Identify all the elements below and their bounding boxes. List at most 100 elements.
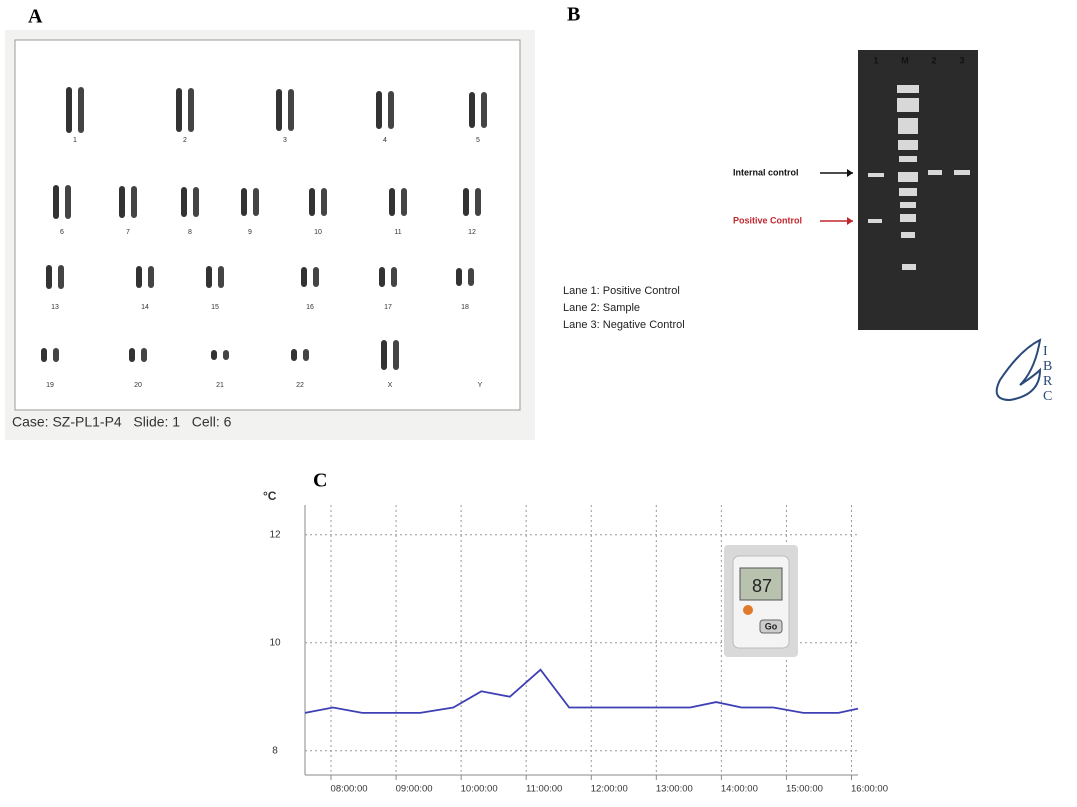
chromosome-label: Y <box>478 382 483 389</box>
chromosome-label: 17 <box>384 304 392 311</box>
chromosome <box>401 188 407 216</box>
chromosome <box>276 89 282 131</box>
chromosome <box>469 92 475 128</box>
y-tick-label: 10 <box>269 637 281 648</box>
chromosome <box>131 186 137 218</box>
lane-label: 3 <box>959 55 964 65</box>
chromosome <box>129 348 135 362</box>
chromosome-label: 14 <box>141 304 149 311</box>
arrow-head <box>847 217 853 225</box>
y-axis-label: °C <box>263 489 277 503</box>
panel-label: A <box>28 6 43 28</box>
figure: A 12345678910111213141516171819202122XY … <box>0 0 1077 807</box>
chromosome-label: 22 <box>296 382 304 389</box>
chromosome-label: 11 <box>394 229 401 236</box>
chromosome-label: 19 <box>46 382 54 389</box>
chromosome <box>181 187 187 217</box>
chromosome-label: 15 <box>211 304 219 311</box>
chromosome-label: 21 <box>216 382 224 389</box>
chromosome <box>241 188 247 216</box>
chromosome <box>176 88 182 132</box>
chromosome <box>381 340 387 370</box>
chromosome <box>288 89 294 131</box>
chromosome <box>376 91 382 129</box>
chromosome <box>65 185 71 219</box>
chromosome <box>379 267 385 287</box>
chromosome <box>321 188 327 216</box>
chromosome <box>303 349 309 361</box>
logo-letter: R <box>1043 374 1053 389</box>
panel-label: C <box>313 470 327 492</box>
chromosome <box>391 267 397 287</box>
chromosome <box>188 88 194 132</box>
legend-line: Lane 2: Sample <box>563 302 640 314</box>
x-tick-label: 08:00:00 <box>331 784 368 795</box>
chromosome-label: 6 <box>60 229 64 236</box>
karyotype-caption: Case: SZ-PL1-P4 Slide: 1 Cell: 6 <box>12 414 232 430</box>
chromosome <box>53 348 59 362</box>
chromosome <box>53 185 59 219</box>
chromosome-label: 20 <box>134 382 142 389</box>
chromosome-label: 2 <box>183 137 187 144</box>
x-tick-label: 14:00:00 <box>721 784 758 795</box>
logo-letter: I <box>1043 344 1048 359</box>
chromosome <box>291 349 297 361</box>
chromosome <box>475 188 481 216</box>
chromosome <box>456 268 462 286</box>
lane-label: 1 <box>873 55 878 65</box>
chromosome <box>46 265 52 289</box>
chromosome-label: 8 <box>188 229 192 236</box>
chromosome <box>481 92 487 128</box>
chromosome <box>253 188 259 216</box>
logo-mark <box>997 340 1040 400</box>
logo-text: I B R C <box>1043 344 1053 404</box>
chromosome-label: 4 <box>383 137 387 144</box>
legend-line: Lane 3: Negative Control <box>563 319 685 331</box>
device-display: 87 <box>752 576 772 596</box>
chromosome <box>193 187 199 217</box>
chromosome-label: 9 <box>248 229 252 236</box>
lane-label: 2 <box>931 55 936 65</box>
chromosome <box>463 188 469 216</box>
chromosome <box>468 268 474 286</box>
logo-letter: B <box>1043 359 1052 374</box>
chromosome <box>313 267 319 287</box>
chromosome-label: 13 <box>51 304 59 311</box>
chromosome-label: 10 <box>314 229 322 236</box>
device-logo <box>743 605 753 615</box>
chromosome <box>223 350 229 360</box>
chromosome-label: 18 <box>461 304 469 311</box>
x-tick-label: 13:00:00 <box>656 784 693 795</box>
chromosome <box>206 266 212 288</box>
device-button-label: Go <box>765 621 778 631</box>
legend-line: Lane 1: Positive Control <box>563 285 680 297</box>
x-tick-label: 11:00:00 <box>526 784 562 795</box>
x-tick-label: 09:00:00 <box>396 784 433 795</box>
chromosome <box>41 348 47 362</box>
chromosome <box>218 266 224 288</box>
chromosome-label: X <box>388 382 393 389</box>
logo-letter: C <box>1043 389 1052 404</box>
chromosome <box>66 87 72 133</box>
chromosome <box>309 188 315 216</box>
x-tick-label: 12:00:00 <box>591 784 628 795</box>
positive-control-label: Positive Control <box>733 215 802 225</box>
internal-control-label: Internal control <box>733 167 799 177</box>
chromosome <box>78 87 84 133</box>
chromosome <box>136 266 142 288</box>
chromosome-label: 16 <box>306 304 314 311</box>
chromosome-label: 5 <box>476 137 480 144</box>
karyotype-frame <box>15 40 520 410</box>
data-line <box>305 670 858 713</box>
chromosome <box>389 188 395 216</box>
chromosome <box>148 266 154 288</box>
y-tick-label: 12 <box>269 529 281 540</box>
x-tick-label: 10:00:00 <box>461 784 498 795</box>
chromosome <box>141 348 147 362</box>
chromosome-label: 12 <box>468 229 476 236</box>
x-tick-label: 16:00:00 <box>851 784 888 795</box>
chromosome-label: 3 <box>283 137 287 144</box>
y-tick-label: 8 <box>272 745 278 756</box>
chromosome <box>211 350 217 360</box>
chromosome <box>119 186 125 218</box>
